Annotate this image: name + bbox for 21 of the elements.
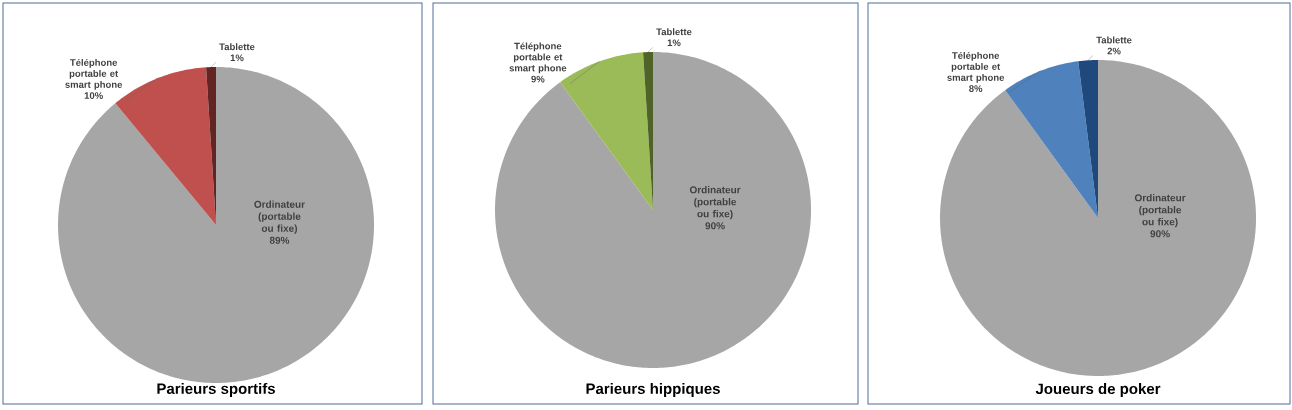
text: Parieurs hippiques	[586, 382, 720, 397]
data-label: 1%	[667, 39, 681, 47]
slice-label: Téléphone portable et smart phone	[65, 58, 123, 90]
data-label: 10%	[84, 92, 103, 99]
data-label: 9%	[531, 75, 545, 83]
slice-label: Téléphone portable et smart phone	[947, 51, 1005, 83]
slice-label: Téléphone portable et smart phone	[509, 42, 567, 74]
slice-label: Tablette	[219, 43, 255, 51]
data-label: 1%	[230, 54, 244, 62]
data-label: 90%	[705, 222, 725, 230]
slice-label: Ordinateur (portable ou fixe)	[1134, 194, 1186, 228]
slice-label: Ordinateur (portable ou fixe)	[689, 186, 741, 220]
data-label: 89%	[269, 236, 290, 244]
data-label: 2%	[1107, 47, 1121, 55]
data-label: 8%	[969, 85, 983, 92]
slice-label: Ordinateur (portable ou fixe)	[254, 200, 305, 234]
slice-label: Tablette	[656, 28, 692, 36]
slice-label: Tablette	[1096, 36, 1132, 44]
text: Joueurs de poker	[1035, 383, 1161, 398]
text: Parieurs sportifs	[157, 382, 275, 397]
data-label: 90%	[1150, 230, 1170, 238]
